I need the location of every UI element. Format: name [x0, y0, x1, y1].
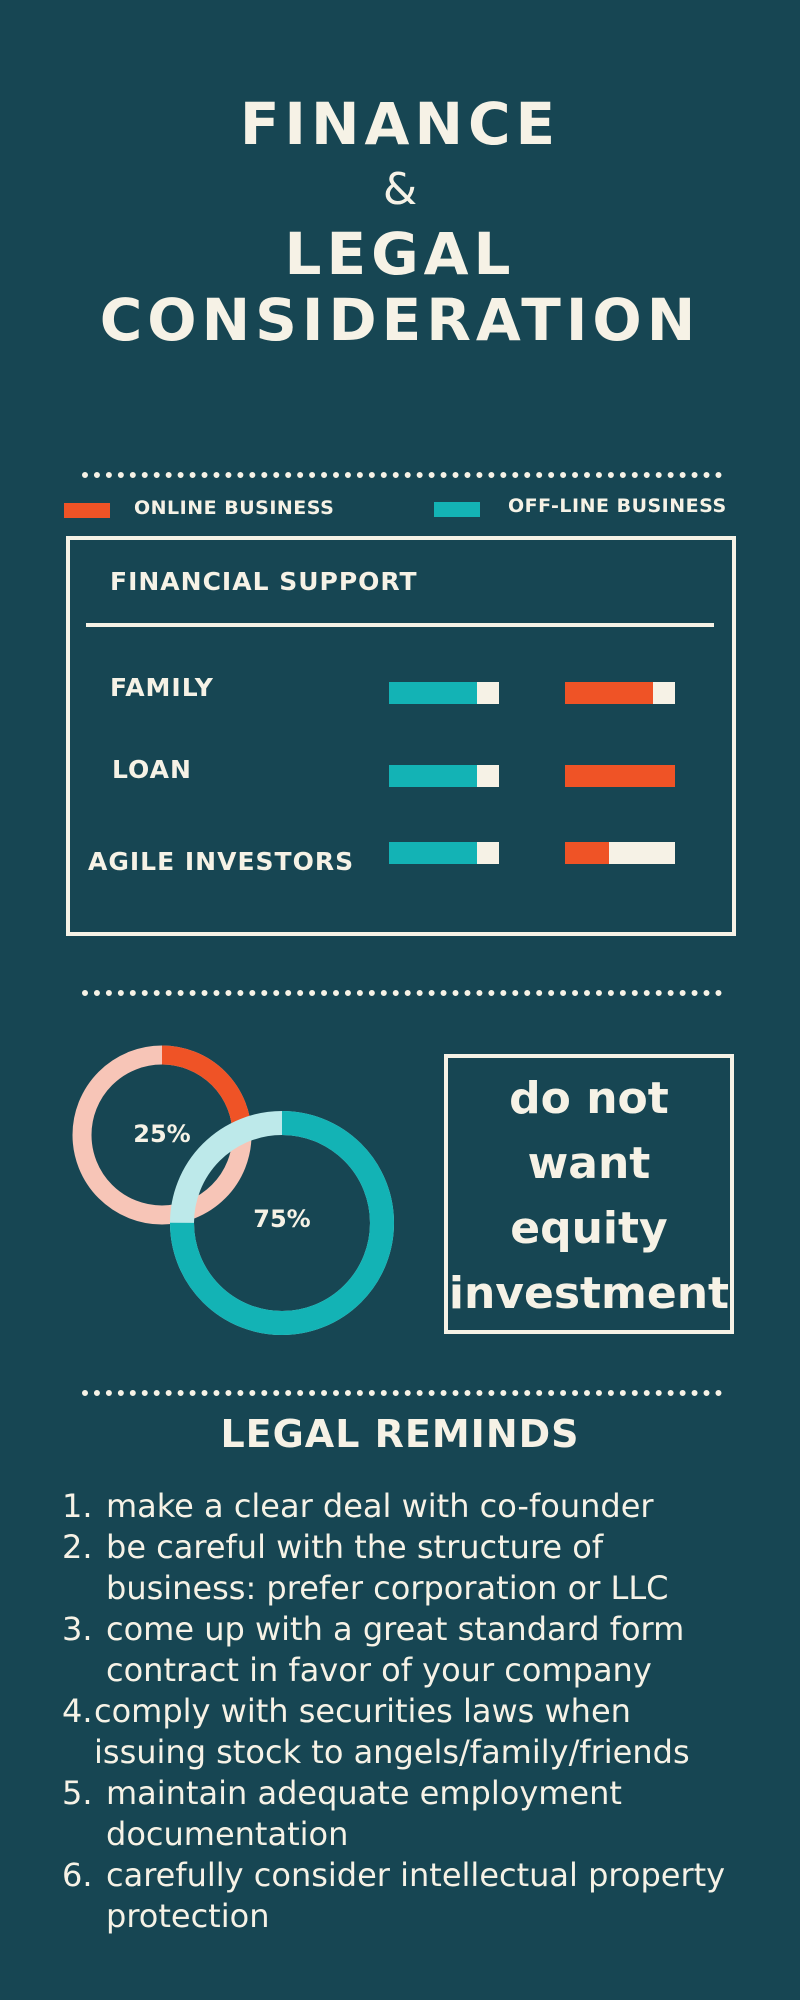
legal-item-text: maintain adequate employment — [106, 1774, 622, 1812]
offline-legend-label: OFF-LINE BUSINESS — [508, 495, 727, 517]
online-level-bar — [565, 842, 675, 864]
bar-segment-filled — [587, 765, 609, 787]
bar-segment-empty — [631, 842, 653, 864]
online-legend-swatch — [64, 503, 110, 518]
equity-statement: do not want equity investment — [444, 1066, 734, 1326]
bar-segment-filled — [609, 682, 631, 704]
donut-charts — [72, 1045, 394, 1335]
bar-segment-filled — [587, 682, 609, 704]
panel-divider — [86, 623, 714, 627]
legal-list: 1. make a clear deal with co-founder 2. … — [62, 1486, 762, 1937]
legal-reminds-heading: LEGAL REMINDS — [220, 1412, 580, 1456]
bar-segment-filled — [455, 842, 477, 864]
bar-segment-filled — [455, 765, 477, 787]
row-label-family: FAMILY — [110, 673, 214, 702]
bar-segment-empty — [477, 682, 499, 704]
row-label-loan: LOAN — [112, 755, 192, 784]
bar-segment-filled — [433, 842, 455, 864]
legal-item-text: contract in favor of your company — [106, 1651, 652, 1689]
title-line-finance: FINANCE — [239, 90, 561, 158]
title-line-consideration: CONSIDERATION — [99, 286, 701, 354]
bar-segment-empty — [609, 842, 631, 864]
bar-segment-filled — [565, 765, 587, 787]
divider-dotted — [82, 990, 722, 996]
bar-segment-filled — [389, 765, 411, 787]
bar-segment-filled — [565, 842, 587, 864]
bar-segment-empty — [477, 842, 499, 864]
bar-segment-filled — [653, 765, 675, 787]
donut-large-arc — [170, 1111, 394, 1335]
legal-item-text: protection — [106, 1897, 270, 1935]
bar-segment-filled — [389, 842, 411, 864]
bar-segment-filled — [411, 842, 433, 864]
donut-large-label: 75% — [253, 1205, 311, 1233]
financial-support-panel — [66, 536, 736, 936]
bar-segment-empty — [477, 765, 499, 787]
legal-item-text: make a clear deal with co-founder — [106, 1487, 654, 1525]
bar-segment-empty — [653, 842, 675, 864]
bar-segment-empty — [653, 682, 675, 704]
bar-segment-filled — [631, 682, 653, 704]
offline-level-bar — [389, 842, 499, 864]
bar-segment-filled — [389, 682, 411, 704]
legal-item-number: 2. — [62, 1528, 93, 1566]
legal-item-number: 1. — [62, 1487, 93, 1525]
divider-dotted — [82, 1390, 722, 1396]
donut-small-label: 25% — [133, 1120, 191, 1148]
title-ampersand: & — [382, 164, 418, 215]
equity-box — [444, 1054, 734, 1334]
bar-segment-filled — [433, 765, 455, 787]
legal-item-text: comply with securities laws when — [94, 1692, 631, 1730]
legal-item-number: 6. — [62, 1856, 93, 1894]
legal-item-number: 5. — [62, 1774, 93, 1812]
bar-segment-filled — [631, 765, 653, 787]
legal-item-text: carefully consider intellectual property — [106, 1856, 726, 1894]
offline-level-bar — [389, 682, 499, 704]
online-legend-label: ONLINE BUSINESS — [134, 497, 335, 519]
legal-item: 6. carefully consider intellectual prope… — [62, 1855, 762, 1937]
legal-item: 5. maintain adequate employment document… — [62, 1773, 762, 1855]
equity-line: do not — [509, 1073, 669, 1124]
legal-item: 3. come up with a great standard form co… — [62, 1609, 762, 1691]
legal-item: 4. comply with securities laws when issu… — [62, 1691, 762, 1773]
legal-item-number: 3. — [62, 1610, 93, 1648]
legal-item: 2. be careful with the structure of busi… — [62, 1527, 762, 1609]
divider-dotted — [82, 472, 722, 478]
bar-segment-filled — [411, 682, 433, 704]
bar-segment-filled — [433, 682, 455, 704]
bar-segment-filled — [411, 765, 433, 787]
legal-item-text: documentation — [106, 1815, 349, 1853]
offline-legend-swatch — [434, 502, 480, 517]
legal-item: 1. make a clear deal with co-founder — [62, 1486, 762, 1527]
legal-item-number: 4. — [62, 1692, 93, 1730]
legal-item-text: business: prefer corporation or LLC — [106, 1569, 669, 1607]
bar-segment-filled — [609, 765, 631, 787]
legal-item-text: be careful with the structure of — [106, 1528, 604, 1566]
offline-level-bar — [389, 765, 499, 787]
bar-segment-filled — [587, 842, 609, 864]
bar-segment-filled — [455, 682, 477, 704]
equity-line: equity — [510, 1203, 668, 1254]
bar-segment-filled — [565, 682, 587, 704]
title-line-legal: LEGAL — [284, 220, 516, 288]
legal-item-text: issuing stock to angels/family/friends — [94, 1733, 690, 1771]
financial-support-heading: FINANCIAL SUPPORT — [110, 567, 418, 596]
online-level-bar — [565, 765, 675, 787]
equity-line: investment — [448, 1268, 730, 1319]
online-level-bar — [565, 682, 675, 704]
legal-item-text: come up with a great standard form — [106, 1610, 685, 1648]
equity-line: want — [527, 1138, 651, 1189]
row-label-agile-investors: AGILE INVESTORS — [88, 847, 355, 876]
